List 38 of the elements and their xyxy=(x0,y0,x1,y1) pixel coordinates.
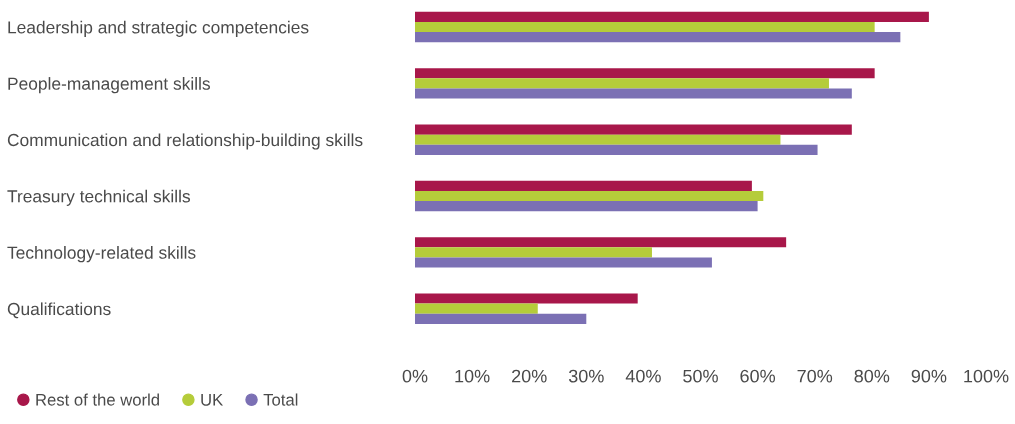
x-tick-label: 70% xyxy=(797,369,833,383)
bar xyxy=(415,247,652,258)
bar xyxy=(415,32,901,43)
x-tick-label: 0% xyxy=(402,369,428,383)
legend-label: Rest of the world xyxy=(36,393,159,406)
bar xyxy=(415,313,587,324)
bar xyxy=(415,257,712,268)
legend-label: UK xyxy=(201,394,224,406)
y-tick-label: Qualifications xyxy=(7,302,111,319)
bar xyxy=(415,303,538,314)
bar xyxy=(415,21,875,33)
bar xyxy=(415,180,752,191)
bar xyxy=(415,68,875,79)
y-tick-label: People-management skills xyxy=(8,77,210,94)
x-tick-label: 80% xyxy=(854,369,890,383)
legend-label: Total xyxy=(263,393,298,406)
x-tick-label: 60% xyxy=(740,369,776,383)
x-tick-label: 50% xyxy=(683,369,718,383)
bar xyxy=(415,88,852,99)
x-tick-label: 100% xyxy=(964,369,1009,383)
bar xyxy=(415,190,764,202)
y-tick-label: Technology-related skills xyxy=(7,246,196,263)
x-tick-label: 90% xyxy=(911,369,947,383)
bar xyxy=(415,144,818,155)
y-tick-label: Treasury technical skills xyxy=(7,189,190,206)
bar xyxy=(415,293,638,304)
bar xyxy=(415,124,852,135)
bar xyxy=(415,134,781,145)
bar xyxy=(415,201,758,212)
bar xyxy=(415,237,787,248)
x-tick-label: 30% xyxy=(568,369,604,383)
y-tick-label: Communication and relationship-building skills xyxy=(7,133,363,150)
x-tick-label: 10% xyxy=(455,369,490,383)
bar xyxy=(415,11,929,22)
x-tick-label: 20% xyxy=(512,369,547,383)
bar xyxy=(415,78,829,89)
y-tick-label: Leadership and strategic competencies xyxy=(8,20,309,37)
x-tick-label: 40% xyxy=(625,369,661,383)
